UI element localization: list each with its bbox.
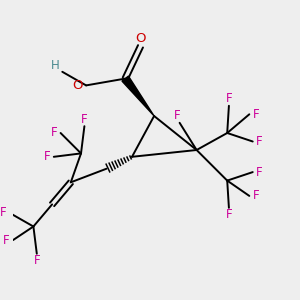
Text: F: F (253, 108, 260, 121)
Text: F: F (226, 92, 232, 106)
Text: O: O (72, 79, 83, 92)
Text: F: F (174, 109, 180, 122)
Text: F: F (44, 150, 50, 163)
Text: F: F (226, 208, 232, 221)
Text: F: F (0, 206, 6, 219)
Text: F: F (256, 135, 263, 148)
Text: H: H (51, 59, 60, 72)
Text: F: F (81, 113, 88, 126)
Text: F: F (3, 234, 10, 247)
Text: F: F (253, 189, 260, 203)
Text: F: F (34, 254, 40, 267)
Text: O: O (135, 32, 146, 45)
Text: F: F (51, 127, 58, 140)
Text: F: F (256, 166, 263, 178)
Polygon shape (122, 76, 154, 116)
